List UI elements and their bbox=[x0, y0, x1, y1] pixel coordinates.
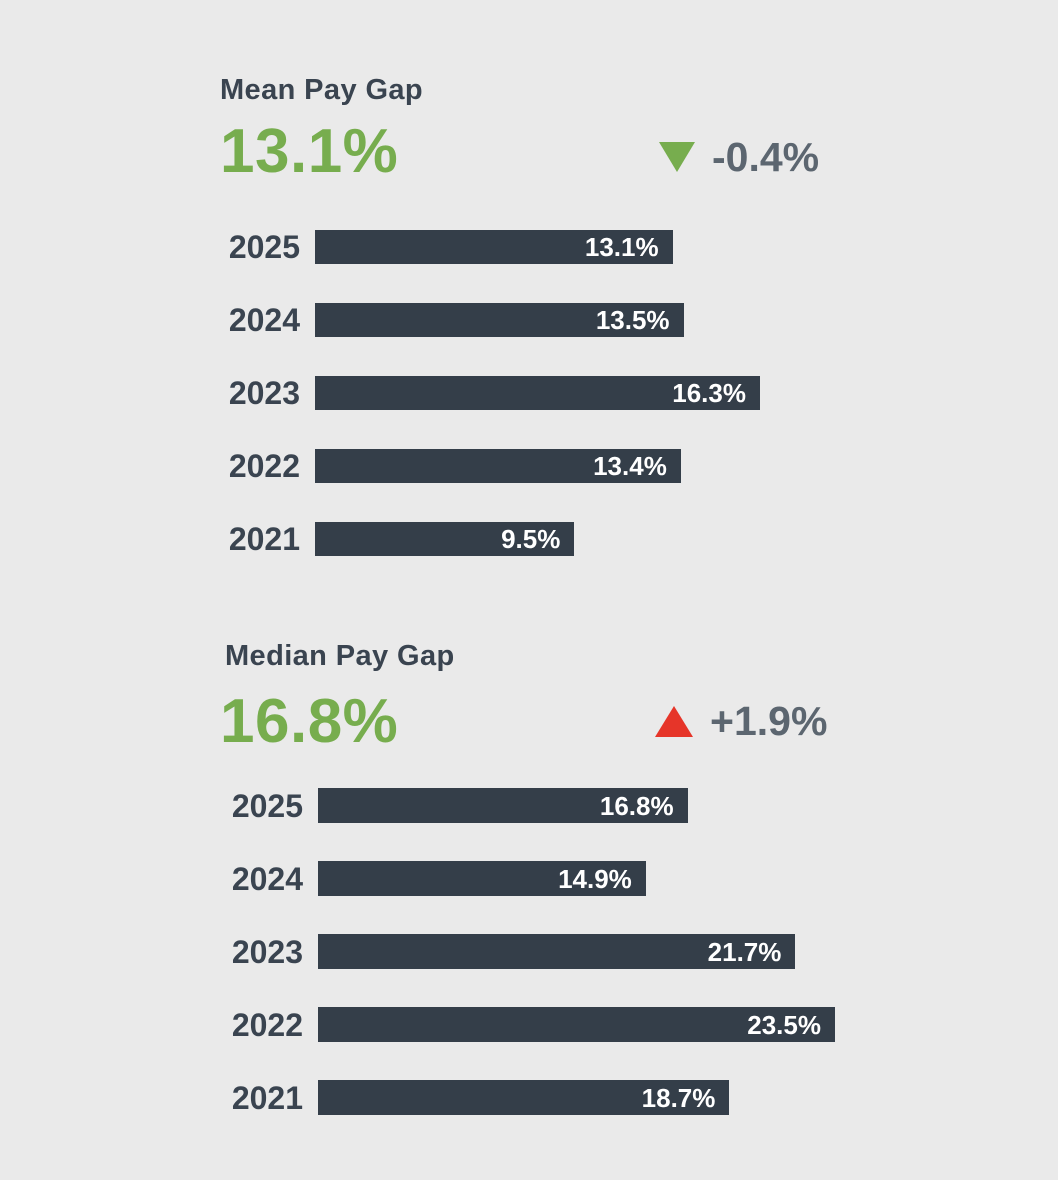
year-label: 2024 bbox=[228, 302, 300, 338]
bar-value-label: 16.3% bbox=[672, 378, 746, 408]
bar: 13.4% bbox=[315, 449, 681, 483]
bar: 16.3% bbox=[315, 376, 760, 410]
year-label: 2022 bbox=[231, 1006, 303, 1043]
bar-row: 2025 16.8% bbox=[223, 788, 688, 823]
triangle-up-icon bbox=[655, 705, 693, 737]
bar-row: 2021 9.5% bbox=[220, 521, 575, 557]
median-pay-gap-headline-value: 16.8% bbox=[220, 687, 399, 756]
bar-value-label: 14.9% bbox=[558, 863, 632, 894]
bar-row: 2022 13.4% bbox=[220, 449, 681, 483]
bar-value-label: 21.7% bbox=[707, 936, 782, 967]
bar-value-label: 13.1% bbox=[584, 232, 659, 262]
mean-pay-gap-delta-value: -0.4% bbox=[712, 133, 820, 180]
mean-pay-gap-headline-value: 13.1% bbox=[220, 117, 399, 186]
bar: 16.8% bbox=[318, 788, 688, 823]
bar-value-label: 18.7% bbox=[641, 1082, 716, 1113]
bar-row: 2024 13.5% bbox=[220, 303, 684, 337]
bar: 9.5% bbox=[315, 522, 575, 556]
bar-value-label: 13.5% bbox=[595, 305, 670, 335]
year-label: 2021 bbox=[228, 521, 300, 557]
bar-value-label: 13.4% bbox=[593, 451, 667, 481]
bar-row: 2022 23.5% bbox=[223, 1007, 835, 1042]
bar-row: 2021 18.7% bbox=[223, 1079, 730, 1116]
bar-row: 2023 21.7% bbox=[223, 933, 796, 970]
median-pay-gap-delta-value: +1.9% bbox=[710, 697, 828, 744]
year-label: 2021 bbox=[231, 1079, 303, 1116]
year-label: 2022 bbox=[228, 448, 300, 484]
bar-value-label: 23.5% bbox=[747, 1009, 821, 1040]
bar: 14.9% bbox=[318, 861, 646, 896]
median-pay-gap-delta: +1.9% bbox=[655, 700, 827, 742]
bar-row: 2025 13.1% bbox=[220, 230, 673, 264]
bar: 21.7% bbox=[318, 934, 796, 969]
bar-value-label: 9.5% bbox=[501, 524, 561, 554]
year-label: 2023 bbox=[228, 375, 300, 411]
year-label: 2023 bbox=[231, 933, 303, 970]
bar-row: 2024 14.9% bbox=[223, 861, 646, 896]
median-pay-gap-title: Median Pay Gap bbox=[225, 640, 455, 672]
bar: 13.5% bbox=[315, 303, 684, 337]
mean-pay-gap-delta: -0.4% bbox=[659, 136, 819, 178]
year-label: 2025 bbox=[228, 229, 300, 265]
bar: 18.7% bbox=[318, 1080, 730, 1115]
triangle-down-icon bbox=[659, 142, 695, 172]
bar: 13.1% bbox=[315, 230, 673, 264]
year-label: 2024 bbox=[231, 860, 303, 897]
year-label: 2025 bbox=[231, 787, 303, 824]
bar-value-label: 16.8% bbox=[599, 790, 674, 821]
mean-pay-gap-title: Mean Pay Gap bbox=[220, 74, 424, 106]
bar: 23.5% bbox=[318, 1007, 835, 1042]
bar-row: 2023 16.3% bbox=[220, 376, 760, 410]
